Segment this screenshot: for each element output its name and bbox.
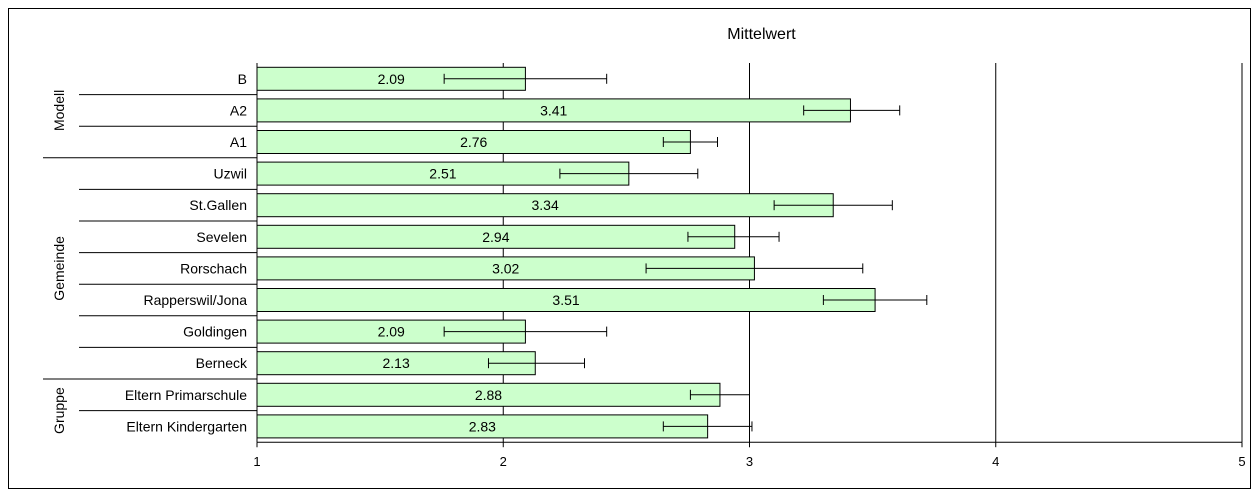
category-label: B (238, 71, 247, 87)
data-label: 2.13 (383, 355, 410, 371)
category-label: Rapperswil/Jona (144, 292, 248, 308)
category-label: Berneck (196, 355, 248, 371)
group-label: Modell (51, 90, 67, 131)
data-label: 2.83 (469, 418, 496, 434)
category-label: A1 (230, 134, 247, 150)
category-label: St.Gallen (189, 197, 247, 213)
x-tick-label: 5 (1238, 454, 1245, 469)
data-label: 2.51 (429, 166, 456, 182)
data-label: 3.51 (552, 292, 579, 308)
data-label: 3.41 (540, 102, 567, 118)
data-label: 3.02 (492, 260, 519, 276)
data-label: 2.94 (482, 229, 509, 245)
chart-frame: Mittelwert 1 2 3 4 5 B 2.09 A2 3.41 A1 2.76 Uzwil 2.… (8, 8, 1251, 489)
category-label: A2 (230, 102, 247, 118)
x-tick-label: 4 (992, 454, 999, 469)
data-label: 3.34 (531, 197, 558, 213)
category-label: Rorschach (180, 260, 247, 276)
chart-title: Mittelwert (727, 26, 796, 43)
data-label: 2.09 (378, 71, 405, 87)
data-label: 2.76 (460, 134, 487, 150)
group-label: Gruppe (51, 387, 67, 434)
group-label: Gemeinde (51, 236, 67, 301)
category-label: Eltern Primarschule (125, 387, 247, 403)
category-label: Goldingen (183, 324, 247, 340)
data-label: 2.88 (475, 387, 502, 403)
category-label: Uzwil (214, 166, 247, 182)
x-tick-label: 3 (746, 454, 753, 469)
x-tick-label: 1 (253, 454, 260, 469)
data-label: 2.09 (378, 324, 405, 340)
category-label: Eltern Kindergarten (126, 418, 247, 434)
category-label: Sevelen (196, 229, 247, 245)
x-tick-label: 2 (500, 454, 507, 469)
chart-svg: Mittelwert 1 2 3 4 5 B 2.09 A2 3.41 A1 2.76 Uzwil 2.… (43, 26, 1246, 469)
